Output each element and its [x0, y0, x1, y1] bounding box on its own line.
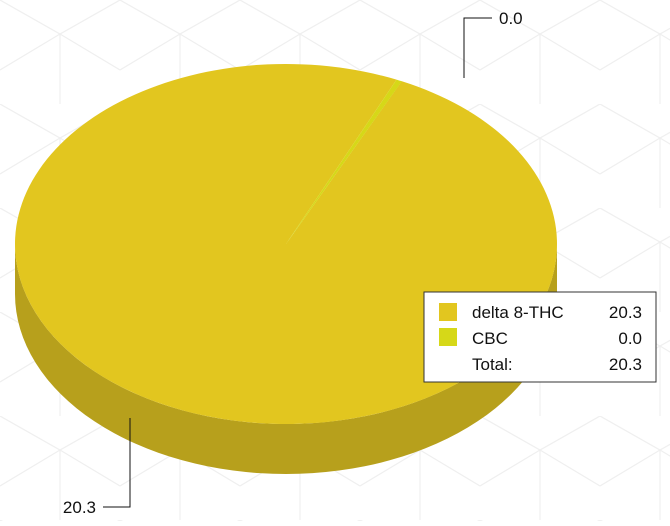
- leader-line-delta-8-thc: [103, 418, 131, 508]
- legend-label-delta-8-thc: delta 8-THC: [472, 303, 564, 322]
- legend-label-cbc: CBC: [472, 329, 508, 348]
- legend-value-cbc: 0.0: [618, 329, 642, 348]
- data-label-cbc: 0.0: [499, 9, 523, 28]
- leader-line-cbc: [463, 17, 492, 78]
- legend-total-label: Total:: [472, 355, 513, 374]
- legend-swatch-delta-8-thc: [439, 303, 457, 321]
- slice-delta-8-thc: [14, 63, 557, 424]
- legend-box: [423, 291, 657, 383]
- legend-swatch-cbc: [439, 328, 457, 346]
- slices-layer: [14, 63, 557, 474]
- legend: delta 8-THC 20.3 CBC 0.0 Total: 20.3: [423, 291, 657, 383]
- slice-side-delta-8-thc: [15, 244, 557, 474]
- data-labels: 0.0 20.3: [63, 9, 523, 517]
- slice-cbc: [286, 79, 402, 245]
- legend-value-delta-8-thc: 20.3: [609, 303, 642, 322]
- data-label-delta-8-thc: 20.3: [63, 498, 96, 517]
- legend-total-value: 20.3: [609, 355, 642, 374]
